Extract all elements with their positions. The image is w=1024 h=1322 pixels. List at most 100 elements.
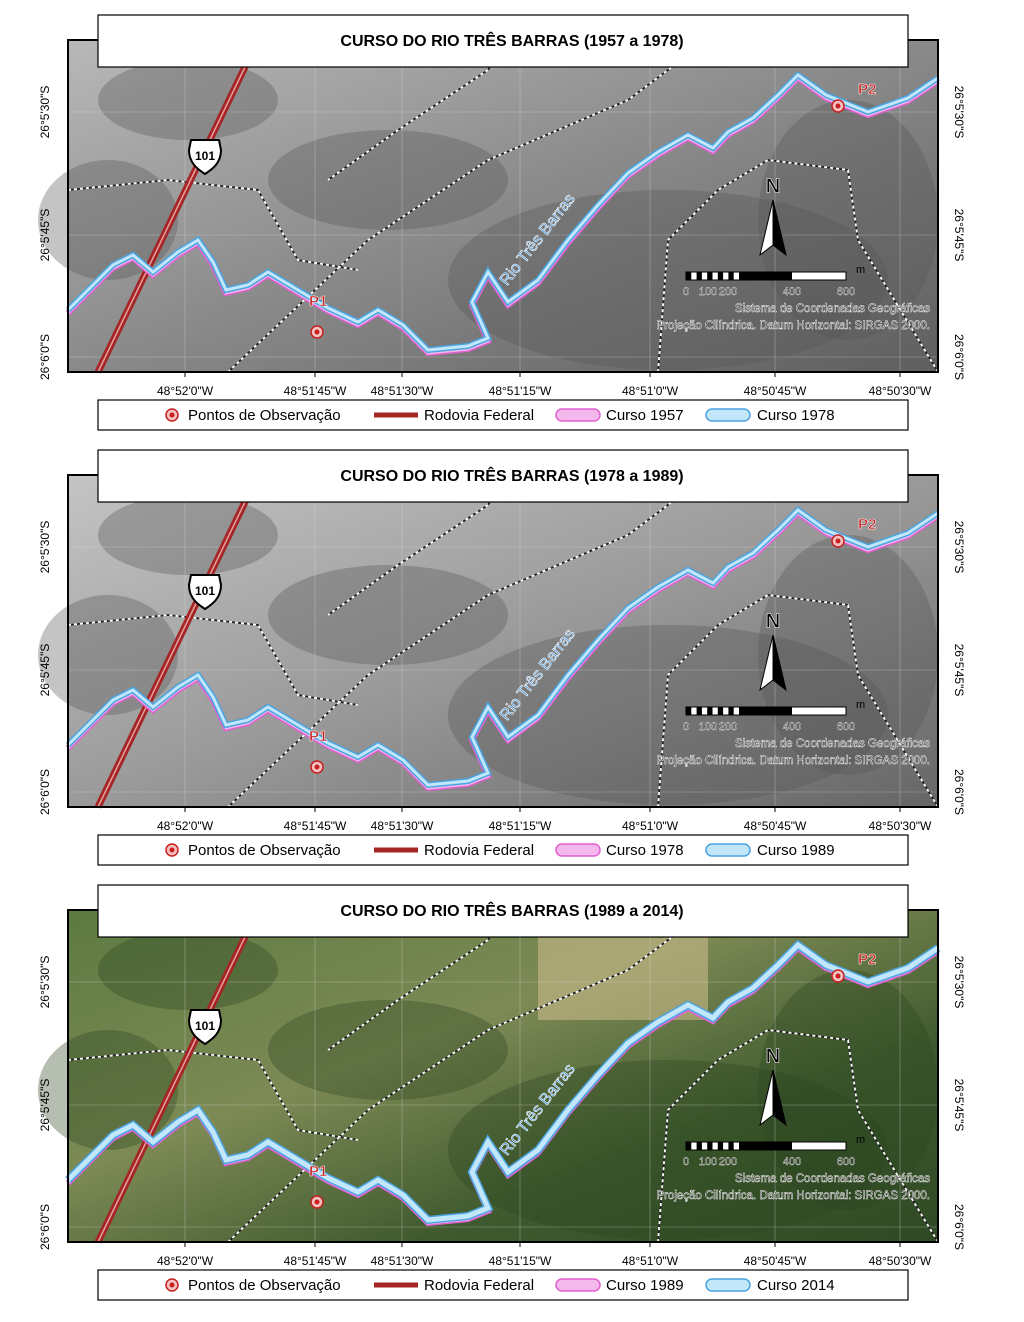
legend-course-old	[555, 1278, 601, 1292]
dirt-road	[227, 474, 709, 808]
scale-label: 600	[837, 286, 855, 298]
scale-bar	[728, 1142, 734, 1150]
scale-label: 100	[699, 721, 717, 733]
scale-bar	[739, 1142, 792, 1150]
legend-label: Pontos de Observação	[188, 1277, 341, 1294]
longitude-label: 48°50'45"W	[744, 1254, 807, 1268]
point-label: P1	[309, 293, 327, 310]
legend-box	[97, 1269, 909, 1301]
scale-label: 400	[783, 286, 801, 298]
dirt-road	[657, 594, 939, 808]
latitude-label: 26°5'30"S	[38, 521, 52, 574]
dirt-road	[67, 614, 359, 706]
map-background	[68, 40, 938, 372]
legend-point	[169, 412, 175, 418]
scale-bar	[686, 272, 692, 280]
longitude-label: 48°50'30"W	[869, 1254, 932, 1268]
credits: Sistema de Coordenadas Geográficas	[735, 1173, 930, 1185]
longitude-label: 48°51'30"W	[371, 819, 434, 833]
legend-point	[169, 847, 175, 853]
scale-bar	[696, 1142, 702, 1150]
longitude-label: 48°51'45"W	[284, 819, 347, 833]
latitude-label: 26°5'45"S	[952, 644, 966, 697]
point-label: P2	[858, 951, 876, 968]
federal-highway	[97, 909, 259, 1243]
legend-label: Curso 1978	[757, 407, 835, 424]
legend-course-old	[555, 843, 601, 857]
legend-box	[97, 834, 909, 866]
terrain-patch	[268, 1000, 508, 1100]
latitude-label: 26°5'30"S	[38, 956, 52, 1009]
north-arrow	[772, 1069, 787, 1127]
legend-label: Curso 1989	[606, 1277, 684, 1294]
map-background	[68, 475, 938, 807]
latitude-label: 26°5'45"S	[38, 1079, 52, 1132]
federal-highway	[97, 39, 259, 373]
credits: Projeção Cilíndrica. Datum Horizontal: S…	[656, 1190, 930, 1202]
legend-course-new	[705, 1278, 751, 1292]
scale-bar	[728, 707, 734, 715]
dirt-road	[227, 909, 709, 1243]
scale-label: 100	[699, 1156, 717, 1168]
longitude-label: 48°52'0"W	[157, 1254, 214, 1268]
latitude-label: 26°5'45"S	[38, 209, 52, 262]
terrain-patch	[98, 60, 278, 140]
longitude-label: 48°50'30"W	[869, 819, 932, 833]
longitude-label: 48°51'30"W	[371, 1254, 434, 1268]
scale-bar	[707, 707, 713, 715]
longitude-label: 48°51'30"W	[371, 384, 434, 398]
credits: Sistema de Coordenadas Geográficas	[735, 303, 930, 315]
scale-bar	[696, 272, 702, 280]
scale-bar	[717, 272, 724, 280]
scale-label: 200	[719, 721, 737, 733]
scale-label: 400	[783, 1156, 801, 1168]
observation-point-center	[835, 973, 841, 979]
legend-label: Rodovia Federal	[424, 842, 534, 859]
scale-label: 200	[719, 286, 737, 298]
scale-bar	[686, 1142, 692, 1150]
north-arrow	[772, 199, 787, 257]
longitude-label: 48°51'15"W	[489, 1254, 552, 1268]
observation-point-center	[314, 1199, 320, 1205]
scale-label: 0	[683, 1156, 689, 1168]
point-label: P1	[309, 1163, 327, 1180]
legend-label: Rodovia Federal	[424, 1277, 534, 1294]
longitude-label: 48°50'45"W	[744, 819, 807, 833]
legend-point	[169, 1282, 175, 1288]
credits: Sistema de Coordenadas Geográficas	[735, 738, 930, 750]
point-label: P1	[309, 728, 327, 745]
legend-label: Curso 1978	[606, 842, 684, 859]
longitude-label: 48°51'0"W	[622, 1254, 679, 1268]
map-background	[68, 910, 938, 1242]
latitude-label: 26°5'45"S	[952, 1079, 966, 1132]
longitude-label: 48°51'45"W	[284, 384, 347, 398]
observation-point-center	[835, 103, 841, 109]
scale-label: 0	[683, 721, 689, 733]
scale-bar	[728, 272, 734, 280]
terrain-patch	[98, 930, 278, 1010]
longitude-label: 48°51'15"W	[489, 819, 552, 833]
highway-number: 101	[195, 149, 215, 163]
panel-title: CURSO DO RIO TRÊS BARRAS (1989 a 2014)	[340, 901, 683, 920]
highway-number: 101	[195, 584, 215, 598]
latitude-label: 26°5'30"S	[952, 956, 966, 1009]
dirt-road	[67, 179, 359, 271]
legend-course-new	[705, 843, 751, 857]
dirt-road	[67, 1049, 359, 1141]
terrain-patch	[38, 160, 178, 280]
scale-label: 200	[719, 1156, 737, 1168]
river-course-new	[66, 508, 939, 787]
scale-label: 100	[699, 286, 717, 298]
title-box	[97, 884, 909, 938]
longitude-label: 48°52'0"W	[157, 819, 214, 833]
terrain-patch	[38, 595, 178, 715]
north-label: N	[766, 175, 780, 197]
title-box	[97, 449, 909, 503]
longitude-label: 48°51'0"W	[622, 819, 679, 833]
north-label: N	[766, 610, 780, 632]
scale-bar	[739, 272, 792, 280]
